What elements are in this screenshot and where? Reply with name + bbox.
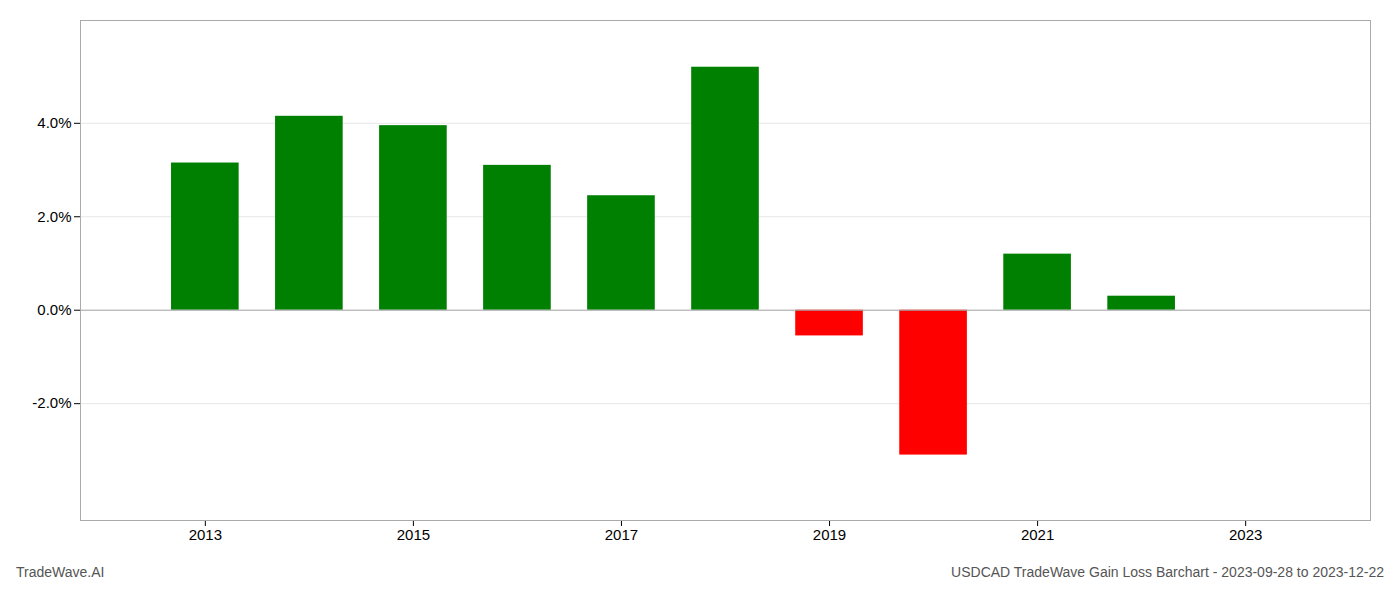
svg-text:2013: 2013 (189, 526, 222, 543)
html-text:TradeWave.AI: TradeWave.AI (16, 564, 105, 580)
svg-text:-2.0%: -2.0% (32, 394, 71, 411)
svg-text:2017: 2017 (605, 526, 638, 543)
html-text:USDCAD TradeWave Gain Loss Bar: USDCAD TradeWave Gain Loss Barchart - 20… (951, 564, 1384, 580)
svg-text:4.0%: 4.0% (37, 114, 71, 131)
svg-text:0.0%: 0.0% (37, 301, 71, 318)
svg-text:2.0%: 2.0% (37, 208, 71, 225)
svg-text:2021: 2021 (1021, 526, 1054, 543)
svg-text:2023: 2023 (1229, 526, 1262, 543)
svg-text:2019: 2019 (813, 526, 846, 543)
svg-text:2015: 2015 (397, 526, 430, 543)
